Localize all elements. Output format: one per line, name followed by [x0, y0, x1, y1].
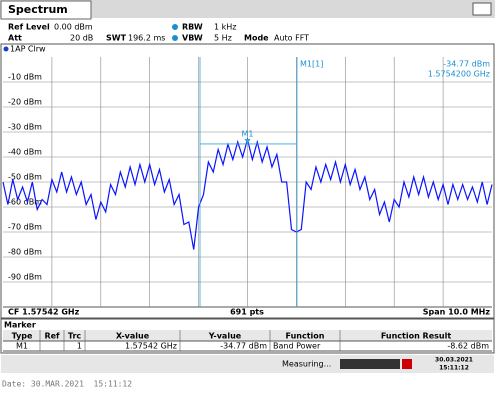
- value: 1 kHz: [214, 23, 236, 32]
- column-header: Trc: [68, 332, 82, 341]
- indicator: [172, 24, 178, 30]
- label: Att: [8, 34, 22, 43]
- table-body: Type Ref Trc X-value Y-value Function Function…: [12, 330, 489, 351]
- y-tick-label: -40 dBm: [8, 148, 42, 157]
- y-tick-label: -50 dBm: [8, 173, 42, 182]
- table-cell: 1.57542 GHz: [125, 342, 177, 351]
- y-tick-label: -70 dBm: [8, 223, 42, 232]
- label: VBW: [182, 34, 203, 43]
- footer-center: 691 pts: [230, 308, 264, 317]
- status-text: Measuring...: [282, 360, 331, 369]
- y-tick-label: -30 dBm: [8, 123, 42, 132]
- status-icon: [402, 359, 412, 369]
- status-bar: [1, 355, 494, 373]
- label: Mode: [244, 34, 269, 43]
- trace-label: 1AP Clrw: [10, 45, 46, 54]
- label: RBW: [182, 23, 203, 32]
- table-title: Marker: [4, 321, 36, 330]
- column-header: Function: [286, 332, 325, 341]
- table-cell: M1: [16, 342, 28, 351]
- tab[interactable]: [0, 0, 92, 20]
- y-tick-label: -60 dBm: [8, 198, 42, 207]
- column-header: Ref: [44, 332, 60, 341]
- value: 20 dB: [70, 34, 93, 43]
- status-time: 15:11:12: [439, 365, 469, 372]
- table-cell: -34.77 dBm: [220, 342, 267, 351]
- footer: Date: 30.MAR.2021 15:11:12: [2, 380, 132, 389]
- footer-left: CF 1.57542 GHz: [8, 308, 80, 317]
- window-icon[interactable]: [472, 2, 492, 16]
- label: Ref Level: [8, 23, 50, 32]
- table-cell: 1: [77, 342, 82, 351]
- progress: [340, 359, 400, 369]
- marker: [244, 138, 251, 144]
- table-cell: Band Power: [273, 342, 321, 351]
- column-header: Type: [12, 332, 33, 341]
- value: Auto FFT: [274, 34, 309, 43]
- table-cell: -8.62 dBm: [447, 342, 489, 351]
- label: SWT: [106, 34, 127, 43]
- plot-frame: [0, 43, 495, 319]
- y-tick-label: -80 dBm: [8, 248, 42, 257]
- tab-title: Spectrum: [8, 3, 68, 16]
- column-header: X-value: [116, 332, 150, 341]
- y-tick-label: -90 dBm: [8, 273, 42, 282]
- value: 5 Hz: [214, 34, 232, 43]
- footer-right: Span 10.0 MHz: [423, 308, 491, 317]
- column-header: Y-value: [208, 332, 242, 341]
- y-tick-label: -10 dBm: [8, 73, 42, 82]
- marker-readout-y: -34.77 dBm: [443, 60, 490, 69]
- table-header: [3, 330, 492, 341]
- status-date: 30.03.2021: [435, 357, 473, 364]
- column-header: Function Result: [381, 332, 452, 341]
- trace-dot: [3, 46, 9, 52]
- indicator: [172, 35, 178, 41]
- marker-readout-x: 1.5754200 GHz: [428, 70, 490, 79]
- y-tick-label: -20 dBm: [8, 98, 42, 107]
- marker-label: M1[1]: [300, 60, 323, 69]
- value: 196.2 ms: [128, 34, 165, 43]
- value: 0.00 dBm: [54, 23, 93, 32]
- marker-name: M1: [242, 129, 254, 138]
- tab-bar: [0, 0, 495, 18]
